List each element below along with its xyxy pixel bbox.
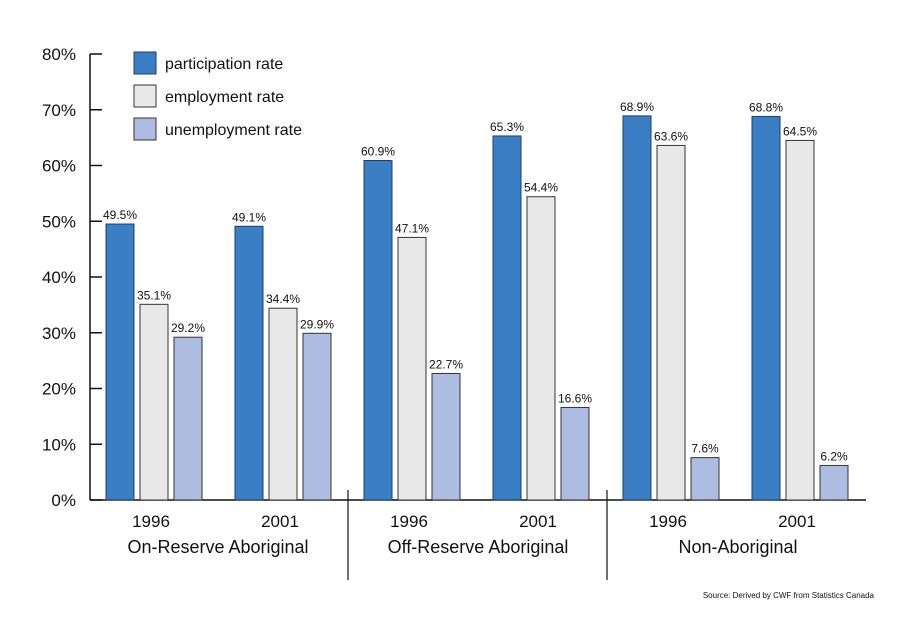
year-label: 2001 [261, 512, 299, 531]
bar-participation-rate-1 [234, 225, 264, 501]
data-label: 29.9% [300, 317, 334, 331]
group-label: Non-Aboriginal [678, 537, 797, 557]
data-label: 22.7% [429, 357, 463, 371]
data-label: 49.1% [232, 210, 266, 224]
legend: participation rate employment rate unemplo… [133, 51, 302, 141]
bar-employment-rate-5 [785, 139, 815, 501]
data-label: 29.2% [171, 321, 205, 335]
data-label: 6.2% [820, 449, 848, 463]
y-tick-label: 60% [42, 157, 76, 176]
bar-unemployment-rate-0 [173, 336, 203, 501]
group-label: On-Reserve Aboriginal [127, 537, 308, 557]
legend-swatch [133, 84, 157, 108]
bars: 49.5% 49.1% 60.9% 65.3% 68.9% 68.8% 35.1% 34.4%… [103, 100, 849, 501]
bar-unemployment-rate-1 [302, 332, 332, 501]
data-label: 68.9% [620, 100, 654, 114]
data-label: 7.6% [691, 442, 719, 456]
bar-unemployment-rate-4 [690, 457, 720, 501]
data-label: 64.5% [783, 124, 817, 138]
bar-participation-rate-5 [751, 115, 781, 501]
group-label: Off-Reserve Aboriginal [388, 537, 569, 557]
data-label: 49.5% [103, 208, 137, 222]
legend-label: unemployment rate [165, 122, 302, 139]
y-tick-label: 20% [42, 380, 76, 399]
data-label: 35.1% [137, 288, 171, 302]
year-label: 1996 [390, 512, 428, 531]
legend-label: employment rate [165, 89, 284, 106]
data-label: 63.6% [654, 129, 688, 143]
data-label: 65.3% [490, 120, 524, 134]
source-note: Source: Derived by CWF from Statistics C… [703, 591, 875, 600]
y-tick-label: 70% [42, 101, 76, 120]
year-label: 2001 [778, 512, 816, 531]
bar-participation-rate-3 [492, 135, 522, 501]
data-label: 68.8% [749, 100, 783, 114]
bar-employment-rate-2 [397, 236, 427, 501]
bar-employment-rate-0 [139, 303, 169, 501]
axes: 0% 10% 20% 30% 40% 50% 60% 70% 80% 1996 2001 On-Res… [42, 45, 866, 580]
legend-swatch [133, 117, 157, 141]
year-label: 1996 [649, 512, 687, 531]
legend-label: participation rate [165, 56, 283, 73]
y-tick-label: 10% [42, 435, 76, 454]
year-label: 1996 [132, 512, 170, 531]
data-label: 16.6% [558, 391, 592, 405]
bar-participation-rate-0 [105, 223, 135, 501]
legend-swatch [133, 51, 157, 75]
bar-unemployment-rate-5 [819, 464, 849, 501]
y-tick-label: 0% [51, 491, 76, 510]
data-label: 60.9% [361, 144, 395, 158]
y-tick-label: 40% [42, 268, 76, 287]
bar-employment-rate-3 [526, 196, 556, 501]
bar-employment-rate-4 [656, 144, 686, 501]
bar-unemployment-rate-2 [431, 372, 461, 501]
bar-unemployment-rate-3 [560, 406, 590, 501]
bar-participation-rate-2 [363, 159, 393, 501]
y-tick-label: 80% [42, 45, 76, 64]
bar-employment-rate-1 [268, 307, 298, 501]
data-label: 34.4% [266, 292, 300, 306]
year-label: 2001 [519, 512, 557, 531]
y-tick-label: 50% [42, 212, 76, 231]
bar-participation-rate-4 [622, 115, 652, 501]
y-tick-label: 30% [42, 324, 76, 343]
data-label: 54.4% [524, 181, 558, 195]
data-label: 47.1% [395, 221, 429, 235]
